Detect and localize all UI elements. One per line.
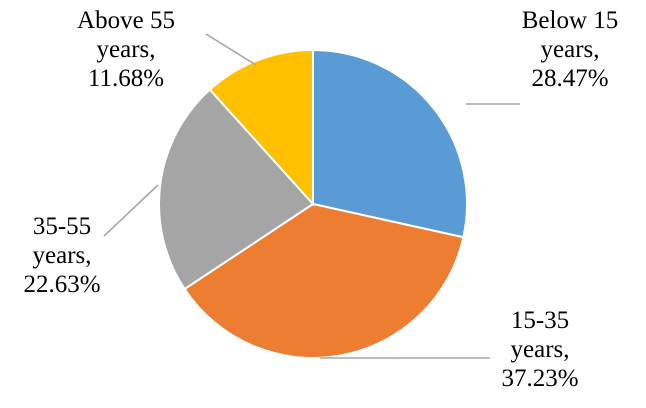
data-label-line: years, <box>511 336 570 363</box>
data-labels: Below 15 years, 28.47%15-35 years, 37.23%35-… <box>23 7 618 392</box>
pie-slice-above-55-years <box>208 48 314 207</box>
data-label-line: 37.23% <box>501 365 578 392</box>
leader-line <box>205 33 257 66</box>
data-label-line: 11.68% <box>88 65 164 92</box>
data-label-line: 22.63% <box>23 271 100 298</box>
leader-line <box>103 184 159 237</box>
pie-slice-35-55-years <box>158 88 315 291</box>
data-label-line: 15-35 <box>511 307 569 334</box>
data-label: Below 15 years, 28.47% <box>522 7 619 92</box>
data-label-line: years, <box>97 36 156 63</box>
data-label-line: Above 55 <box>77 7 175 34</box>
pie-slices <box>158 48 468 359</box>
pie-slice-below-15-years <box>312 48 468 239</box>
data-label-line: years, <box>33 242 92 269</box>
leader-lines <box>103 33 520 359</box>
data-label: Above 55 years, 11.68% <box>77 7 175 92</box>
data-label-line: 28.47% <box>531 65 608 92</box>
data-label-line: Below 15 <box>522 7 619 34</box>
pie-slice-15-35-years <box>183 202 465 359</box>
data-label-line: 35-55 <box>33 213 91 240</box>
data-label: 15-35 years, 37.23% <box>501 307 578 392</box>
data-label-line: years, <box>541 36 600 63</box>
data-label: 35-55 years, 22.63% <box>23 213 100 298</box>
